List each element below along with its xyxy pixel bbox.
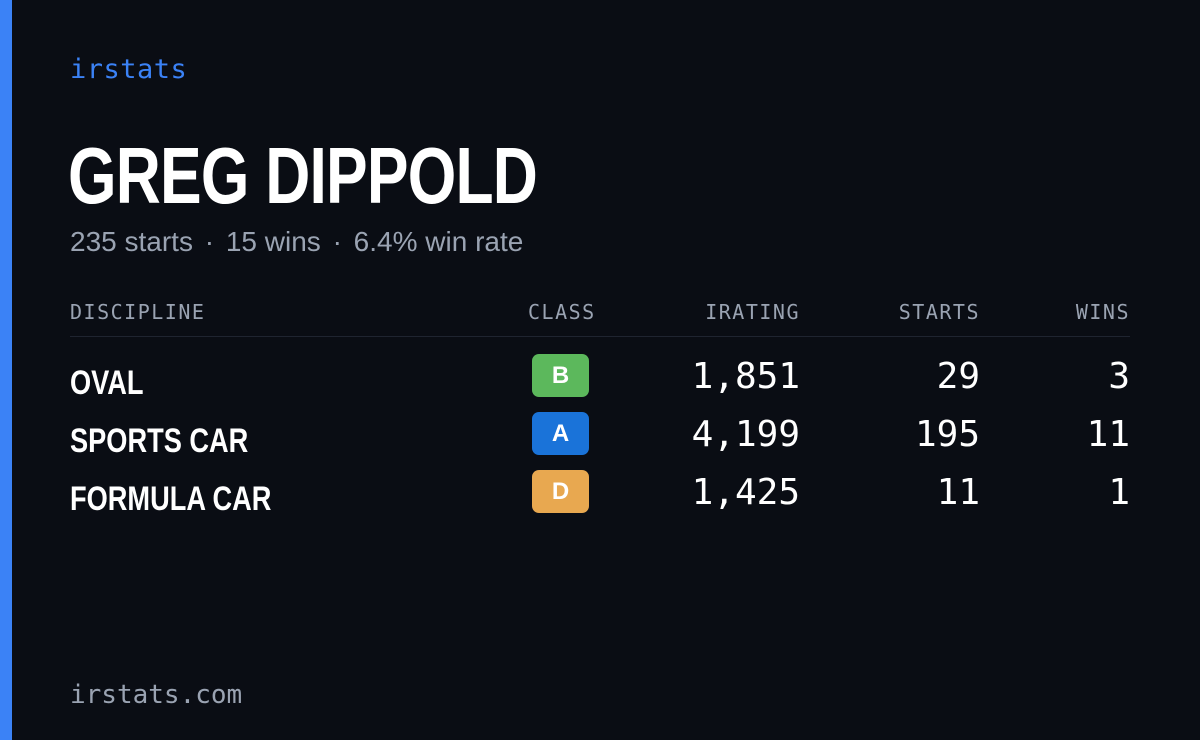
header-class: CLASS [528,300,596,324]
row-discipline: SPORTS CAR [70,422,249,460]
header-irating: IRATING [705,300,800,324]
header-discipline: DISCIPLINE [70,300,206,324]
table-row-formula-car: FORMULA CAR D 1,425 11 1 [70,470,1130,522]
table-row-oval: OVAL B 1,851 29 3 [70,354,1130,406]
class-badge: D [532,470,589,513]
driver-name: GREG DIPPOLD [68,131,538,220]
row-starts: 195 [914,414,980,455]
footer-url: irstats.com [70,680,243,710]
row-starts: 29 [936,356,980,397]
brand-logo-text: irstats [70,54,188,85]
row-irating: 1,425 [691,472,800,513]
summary-separator: · [204,226,215,257]
table-header: DISCIPLINE CLASS IRATING STARTS WINS [70,298,1130,337]
class-badge: A [532,412,589,455]
row-discipline: FORMULA CAR [70,480,272,518]
row-starts: 11 [936,472,980,513]
row-wins: 3 [1108,356,1130,397]
row-wins: 1 [1108,472,1130,513]
row-discipline: OVAL [70,364,144,402]
header-wins: WINS [1075,300,1130,324]
class-badge: B [532,354,589,397]
summary-win-rate: 6.4% win rate [353,226,524,257]
summary-separator: · [332,226,342,257]
summary-wins: 15 wins [225,226,321,257]
row-wins: 11 [1086,414,1130,455]
accent-bar [0,0,12,740]
row-irating: 4,199 [691,414,800,455]
table-row-sports-car: SPORTS CAR A 4,199 195 11 [70,412,1130,464]
row-irating: 1,851 [691,356,800,397]
header-starts: STARTS [898,300,980,324]
driver-summary: 235 starts · 15 wins · 6.4% win rate [70,226,523,258]
summary-starts: 235 starts [70,226,193,257]
